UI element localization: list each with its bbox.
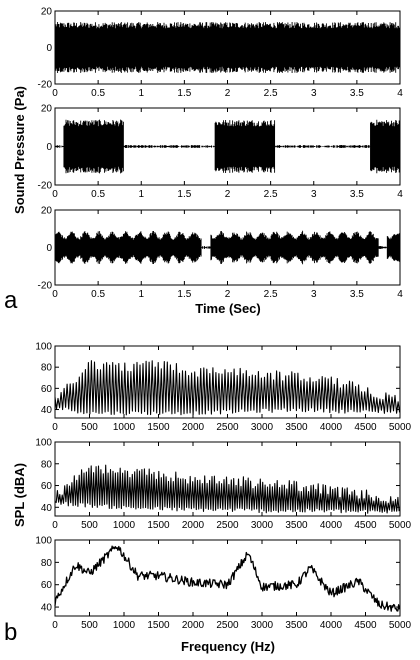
panel-a-subplot-3-waveform — [55, 230, 400, 265]
panel-b-subplot-1-spectrum-line — [54, 360, 401, 416]
panel-b-subplot-1-ytick-label: 80 — [41, 363, 53, 374]
panel-a-subplot-3-xtick-label: 2 — [225, 289, 231, 300]
panel-b-subplot-1-ytick-label: 60 — [41, 384, 53, 395]
panel-a-subplot-2-xtick-label: 0 — [52, 189, 58, 200]
panel-a-subplot-1-xtick-label: 2 — [225, 88, 231, 99]
panel-a-subplot-2-xtick-label: 3 — [311, 189, 317, 200]
panel-b-subplot-3-ytick-label: 60 — [41, 580, 53, 591]
panel-b-subplot-2-xtick-label: 5000 — [389, 520, 412, 531]
panel-a-subplot-2-xtick-label: 0.5 — [91, 189, 105, 200]
panel-a-subplot-3-ytick-label: 20 — [41, 206, 53, 217]
panel-a-subplot-1-xtick-label: 1.5 — [177, 88, 191, 99]
panel-a-subplot-1-xtick-label: 3.5 — [350, 88, 364, 99]
panel-b-subplot-3-frame — [54, 539, 401, 617]
panel-a-subplot-2-ytick-label: 0 — [46, 142, 52, 153]
panel-a-subplot-2-waveform — [55, 119, 400, 174]
panel-a-subplot-3-xtick-label: 1.5 — [177, 289, 191, 300]
panel-a-subplot-2-xtick-label: 3.5 — [350, 189, 364, 200]
panel-b-subplot-1-xtick-label: 3500 — [285, 422, 308, 433]
panel-b-subplot-2-xtick-label: 2500 — [216, 520, 239, 531]
panel-a-subplot-3-xtick-label: 1 — [138, 289, 144, 300]
panel-b-subplot-3-ytick-label: 80 — [41, 558, 53, 569]
panel-a-subplot-3-xtick-label: 3 — [311, 289, 317, 300]
panel-b-subplot-2-spectrum-line — [54, 464, 400, 514]
panel-a-subplot-1-ytick-label: 20 — [41, 7, 53, 18]
panel-label-a: a — [4, 287, 18, 314]
panel-b-subplot-2-ytick-label: 60 — [41, 481, 53, 492]
panel-b-subplot-1-ytick-label: 100 — [35, 342, 52, 353]
panel-b-subplot-3-xtick-label: 4500 — [354, 620, 377, 631]
panel-b-subplot-1-xtick-label: 2000 — [182, 422, 205, 433]
panel-a-subplot-1-waveform — [55, 22, 400, 73]
panel-b-subplot-2-xtick-label: 2000 — [182, 520, 205, 531]
panel-b-subplot-2-xtick-label: 4500 — [354, 520, 377, 531]
panel-b-ylabel: SPL (dBA) — [12, 463, 27, 527]
panel-b-subplot-1-xtick-label: 3000 — [251, 422, 274, 433]
panel-b-subplot-2-xtick-label: 1000 — [113, 520, 136, 531]
panel-b-subplot-2-xtick-label: 0 — [52, 520, 58, 531]
panel-a-subplot-2-xtick-label: 4 — [397, 189, 403, 200]
panel-a-subplot-3-ytick-label: -20 — [38, 281, 53, 292]
panel-b-subplot-2-xtick-label: 4000 — [320, 520, 343, 531]
panel-b-subplot-1-xtick-label: 1000 — [113, 422, 136, 433]
panel-a-subplot-1-ytick-label: 0 — [46, 43, 52, 54]
panel-a-xlabel: Time (Sec) — [195, 301, 261, 316]
panel-a-subplot-3-xtick-label: 3.5 — [350, 289, 364, 300]
panel-b-subplot-3-xtick-label: 4000 — [320, 620, 343, 631]
panel-a-subplot-1-ytick-label: -20 — [38, 80, 53, 91]
panel-b-subplot-2-xtick-label: 1500 — [147, 520, 170, 531]
panel-b-subplot-3-ytick-label: 100 — [35, 536, 52, 547]
panel-b-subplot-3-spectrum-line — [54, 545, 401, 612]
panel-b-subplot-1-ytick-label: 40 — [41, 405, 53, 416]
panel-b-subplot-3-ytick-label: 40 — [41, 603, 53, 614]
panel-label-b: b — [4, 619, 17, 646]
panel-a-subplot-1-xtick-label: 1 — [138, 88, 144, 99]
panel-b-subplot-3-xtick-label: 500 — [81, 620, 98, 631]
panel-a-subplot-3-xtick-label: 0.5 — [91, 289, 105, 300]
panel-b-subplot-1-xtick-label: 4500 — [354, 422, 377, 433]
panel-a-subplot-1-xtick-label: 2.5 — [264, 88, 278, 99]
panel-a-subplot-2-xtick-label: 2 — [225, 189, 231, 200]
panel-a-subplot-2-xtick-label: 1 — [138, 189, 144, 200]
panel-b-subplot-1-xtick-label: 0 — [52, 422, 58, 433]
panel-a-subplot-1-xtick-label: 0.5 — [91, 88, 105, 99]
panel-a-subplot-1-xtick-label: 0 — [52, 88, 58, 99]
panel-b-subplot-1-xtick-label: 500 — [81, 422, 98, 433]
panel-b-subplot-1-xtick-label: 4000 — [320, 422, 343, 433]
panel-a-subplot-3-xtick-label: 4 — [397, 289, 403, 300]
panel-a-subplot-2-xtick-label: 1.5 — [177, 189, 191, 200]
panel-b-subplot-1-xtick-label: 5000 — [389, 422, 412, 433]
panel-b-subplot-3-xtick-label: 0 — [52, 620, 58, 631]
panel-b-subplot-2-xtick-label: 500 — [81, 520, 98, 531]
panel-b-subplot-3-xtick-label: 3500 — [285, 620, 308, 631]
panel-a-subplot-2-xtick-label: 2.5 — [264, 189, 278, 200]
panel-b-subplot-1-xtick-label: 1500 — [147, 422, 170, 433]
panel-a-subplot-1-xtick-label: 4 — [397, 88, 403, 99]
panel-b-subplot-1-xtick-label: 2500 — [216, 422, 239, 433]
panel-b-xlabel: Frequency (Hz) — [181, 639, 275, 654]
panel-b-subplot-3-xtick-label: 1500 — [147, 620, 170, 631]
panel-b-subplot-3-xtick-label: 2000 — [182, 620, 205, 631]
panel-b-subplot-2-ytick-label: 100 — [35, 438, 52, 449]
panel-b-subplot-2-ytick-label: 40 — [41, 503, 53, 514]
panel-b-subplot-3-xtick-label: 3000 — [251, 620, 274, 631]
panel-a-subplot-2-ytick-label: -20 — [38, 181, 53, 192]
panel-a-subplot-3-xtick-label: 0 — [52, 289, 58, 300]
panel-b-subplot-3-xtick-label: 1000 — [113, 620, 136, 631]
panel-b-subplot-2-xtick-label: 3000 — [251, 520, 274, 531]
panel-a-subplot-3-ytick-label: 0 — [46, 243, 52, 254]
panel-a-subplot-3-xtick-label: 2.5 — [264, 289, 278, 300]
panel-b-subplot-3-xtick-label: 5000 — [389, 620, 412, 631]
panel-b-subplot-2-ytick-label: 80 — [41, 459, 53, 470]
panel-a-subplot-1-xtick-label: 3 — [311, 88, 317, 99]
panel-b-subplot-2-xtick-label: 3500 — [285, 520, 308, 531]
panel-a-subplot-2-ytick-label: 20 — [41, 104, 53, 115]
panel-a-ylabel: Sound Pressure (Pa) — [12, 86, 27, 214]
panel-b-subplot-3-xtick-label: 2500 — [216, 620, 239, 631]
